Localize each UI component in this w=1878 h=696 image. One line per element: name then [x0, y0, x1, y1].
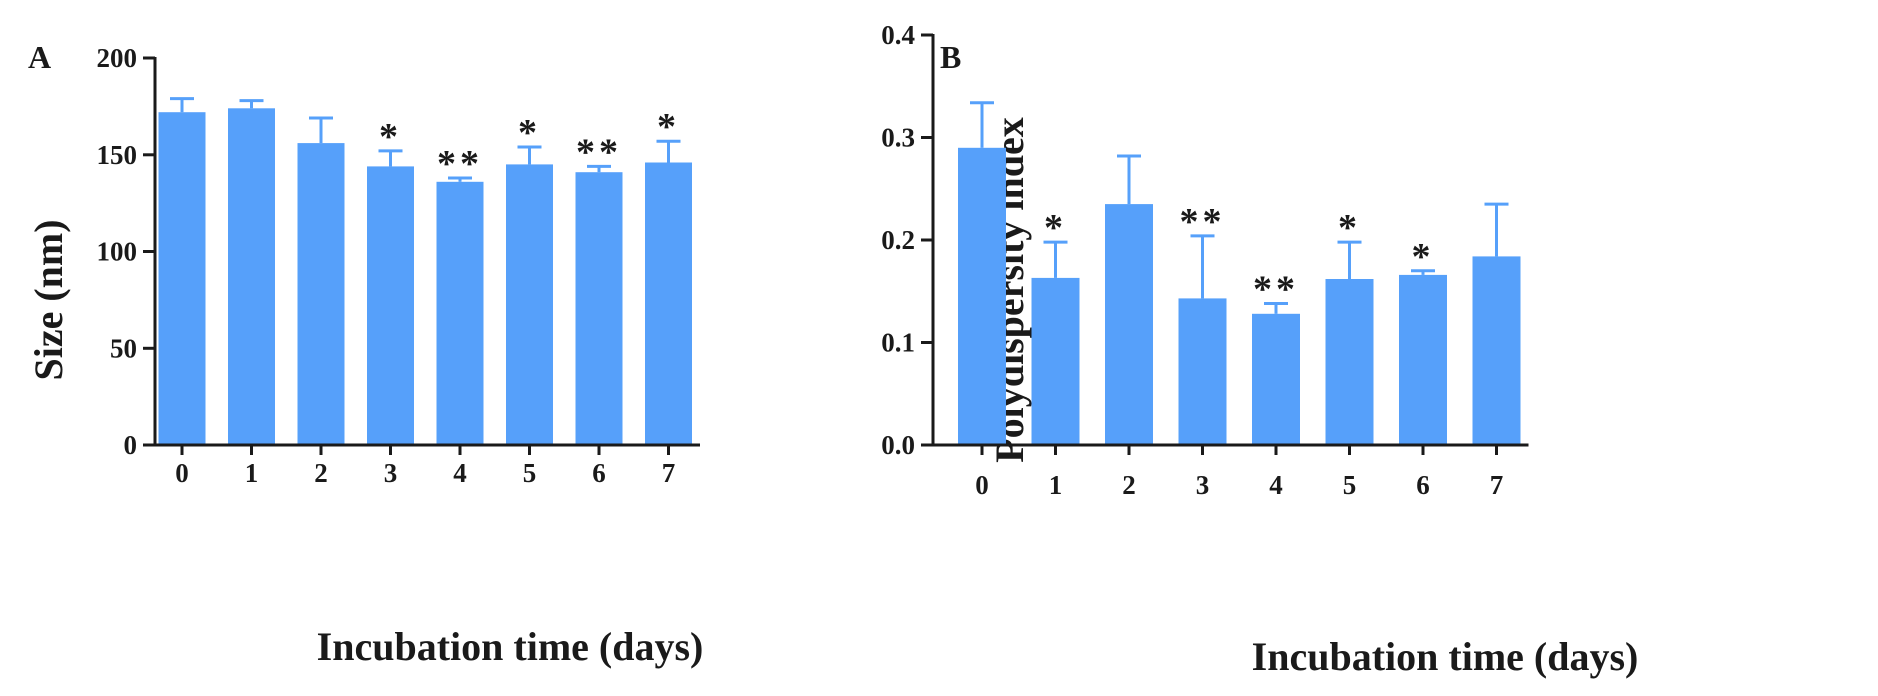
- panel-b-y-tick-label: 0.1: [881, 328, 915, 358]
- panel-a-bar: [506, 164, 553, 445]
- panel-b-x-tick-label: 3: [1196, 470, 1210, 500]
- panel-a-y-tick-label: 150: [97, 140, 138, 170]
- panel-b-bar: [1178, 298, 1227, 445]
- panel-a-significance-label: **: [576, 131, 622, 173]
- panel-b-bar: [1031, 277, 1080, 445]
- panel-b-x-tick-label: 1: [1049, 470, 1063, 500]
- panel-a-bar: [297, 143, 345, 445]
- panel-b-x-axis-label: Incubation time (days): [1252, 634, 1639, 679]
- panel-a-x-tick-label: 2: [314, 458, 328, 488]
- panel-b-x-tick-label: 5: [1343, 470, 1357, 500]
- panel-b-x-tick-label: 0: [975, 470, 989, 500]
- panel-a-x-axis-label: Incubation time (days): [317, 624, 704, 669]
- panel-a-significance-label: *: [379, 116, 402, 158]
- panel-b-significance-label: *: [1044, 207, 1067, 249]
- panel-a-y-tick-label: 100: [97, 237, 138, 267]
- panel-a-y-tick-label: 50: [110, 333, 137, 363]
- panel-a-x-tick-label: 7: [662, 458, 676, 488]
- panel-a-significance-label: **: [437, 143, 483, 185]
- panel-b-bar: [1472, 256, 1521, 445]
- panel-b-letter: B: [940, 39, 961, 75]
- panel-a-letter: A: [28, 39, 51, 75]
- panel-b-y-tick-label: 0.0: [881, 430, 915, 460]
- panel-b-pdi-chart: B Polydispersity index Incubation time (…: [881, 20, 1638, 679]
- panel-a-x-tick-label: 6: [592, 458, 606, 488]
- panel-b-x-tick-label: 7: [1490, 470, 1504, 500]
- panel-a-x-tick-label: 3: [384, 458, 398, 488]
- panel-b-significance-label: **: [1180, 201, 1226, 243]
- panel-b-bar: [1105, 204, 1153, 445]
- panel-a-size-chart: A Size (nm) Incubation time (days) 0 1 2 * 3…: [26, 39, 703, 669]
- panel-a-bar: [575, 172, 623, 445]
- panel-a-y-tick-label: 0: [124, 430, 138, 460]
- panel-a-x-tick-label: 1: [245, 458, 259, 488]
- panel-b-significance-label: **: [1253, 269, 1299, 311]
- panel-b-significance-label: *: [1338, 207, 1361, 249]
- panel-b-x-tick-label: 4: [1269, 470, 1283, 500]
- panel-a-significance-label: *: [518, 112, 541, 154]
- panel-b-y-tick-label: 0.3: [881, 123, 915, 153]
- panel-b-x-tick-label: 2: [1122, 470, 1136, 500]
- panel-a-bar: [228, 108, 275, 446]
- panel-b-significance-label: *: [1412, 236, 1435, 278]
- panel-a-significance-label: *: [657, 106, 680, 148]
- panel-a-bar: [645, 162, 692, 445]
- panel-a-x-tick-label: 5: [523, 458, 537, 488]
- panel-a-bar: [367, 166, 414, 445]
- panel-a-y-tick-label: 200: [97, 43, 138, 73]
- panel-a-x-tick-label: 0: [175, 458, 189, 488]
- panel-b-bar: [1325, 279, 1374, 445]
- panel-b-y-tick-label: 0.2: [881, 225, 915, 255]
- panel-b-bar: [958, 147, 1006, 446]
- panel-a-y-axis-label: Size (nm): [26, 219, 71, 380]
- panel-a-bar: [158, 112, 206, 445]
- panel-a-bar: [436, 181, 484, 446]
- panel-b-x-tick-label: 6: [1416, 470, 1430, 500]
- panel-b-bar: [1399, 274, 1447, 445]
- panel-a-x-tick-label: 4: [453, 458, 467, 488]
- panel-b-bar: [1252, 313, 1300, 445]
- panel-b-y-tick-label: 0.4: [881, 20, 915, 50]
